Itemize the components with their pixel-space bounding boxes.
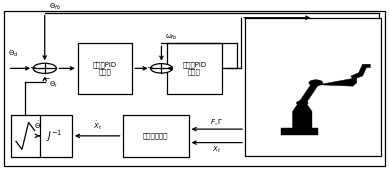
Text: $-$: $-$ [146, 61, 154, 70]
Circle shape [33, 63, 56, 73]
Text: $\Theta_d$: $\Theta_d$ [8, 49, 18, 59]
Text: 位置环PID
控制器: 位置环PID 控制器 [93, 61, 117, 75]
Text: 力柔顺控制器: 力柔顺控制器 [143, 133, 168, 139]
Text: 速度环PID
控制器: 速度环PID 控制器 [182, 61, 207, 75]
Text: $\dot{X}_t$: $\dot{X}_t$ [93, 120, 102, 133]
Bar [123, 115, 189, 157]
Text: $-$: $-$ [29, 61, 37, 70]
Polygon shape [293, 103, 312, 128]
Text: $\Theta_{fb}$: $\Theta_{fb}$ [49, 2, 61, 12]
Text: $\dot{\Theta}_i$: $\dot{\Theta}_i$ [34, 120, 43, 133]
Text: $X_t$: $X_t$ [212, 145, 221, 155]
Circle shape [309, 80, 323, 86]
Text: $J^{-1}$: $J^{-1}$ [46, 128, 63, 144]
Polygon shape [351, 64, 370, 79]
Bar [11, 115, 40, 157]
Bar [37, 115, 72, 157]
Bar [167, 43, 222, 94]
Circle shape [151, 64, 172, 73]
Text: $\omega_{fb}$: $\omega_{fb}$ [165, 33, 178, 42]
Text: $-$: $-$ [43, 72, 51, 81]
Text: $\Theta_i$: $\Theta_i$ [49, 80, 58, 90]
Polygon shape [312, 78, 357, 86]
Bar [245, 18, 381, 156]
Text: $F,\Gamma$: $F,\Gamma$ [210, 117, 224, 127]
Polygon shape [298, 83, 320, 103]
Circle shape [296, 101, 308, 106]
Polygon shape [281, 128, 318, 135]
Bar [78, 43, 132, 94]
